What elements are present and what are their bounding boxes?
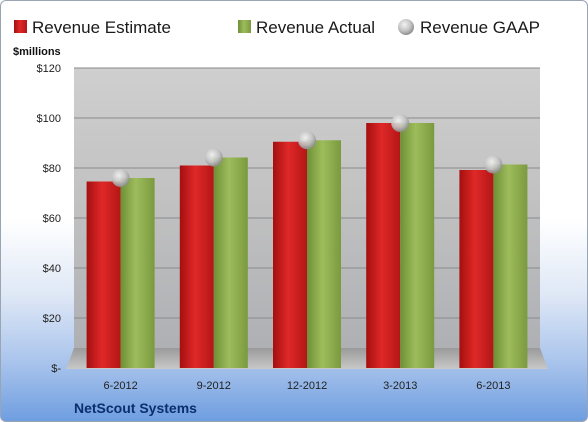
bar-revenue-estimate [179,165,214,368]
y-tick-label: $60 [43,213,61,225]
legend-label-gaap: Revenue GAAP [420,18,540,37]
legend-label-estimate: Revenue Estimate [32,18,171,37]
gaap-marker [111,169,130,187]
gaap-marker [391,114,410,132]
bars [86,123,528,368]
bar-revenue-estimate [86,181,121,368]
y-tick-label: $120 [37,63,61,75]
y-tick-label: $- [51,363,61,375]
bar-revenue-actual [493,164,528,368]
legend-item-revenue-estimate: Revenue Estimate [14,18,171,37]
bar-revenue-estimate [459,170,494,368]
bar-revenue-estimate [366,123,401,368]
legend-item-revenue-actual: Revenue Actual [238,18,375,37]
legend: Revenue Estimate Revenue Actual Revenue … [14,18,540,37]
gaap-marker [204,148,223,167]
x-tick-label: 9-2012 [197,380,231,392]
legend-label-actual: Revenue Actual [256,18,375,37]
legend-swatch-estimate [14,20,27,33]
x-tick-label: 6-2013 [476,380,510,392]
x-axis-ticks: 6-2012 9-2012 12-2012 3-2013 6-2013 [103,380,510,392]
gaap-markers [111,114,503,187]
y-unit-label: $millions [13,46,61,58]
legend-item-revenue-gaap: Revenue GAAP [398,18,540,37]
bar-revenue-actual [307,140,341,368]
x-tick-label: 12-2012 [287,380,327,392]
company-name: NetScout Systems [74,400,197,416]
gaap-marker [484,155,503,174]
bar-revenue-actual [213,157,248,368]
bar-revenue-actual [120,178,155,368]
y-tick-label: $80 [43,163,61,175]
y-tick-label: $100 [37,113,61,125]
legend-swatch-actual [238,20,251,33]
x-tick-label: 3-2013 [383,380,417,392]
x-tick-label: 6-2012 [103,380,137,392]
gaap-marker [298,131,316,150]
bar-revenue-actual [400,123,435,368]
bar-revenue-estimate [273,141,307,368]
y-axis-ticks: $- $20 $40 $60 $80 $100 $120 [37,63,62,375]
y-tick-label: $20 [43,313,61,325]
y-tick-label: $40 [43,263,61,275]
legend-swatch-gaap [398,19,414,35]
